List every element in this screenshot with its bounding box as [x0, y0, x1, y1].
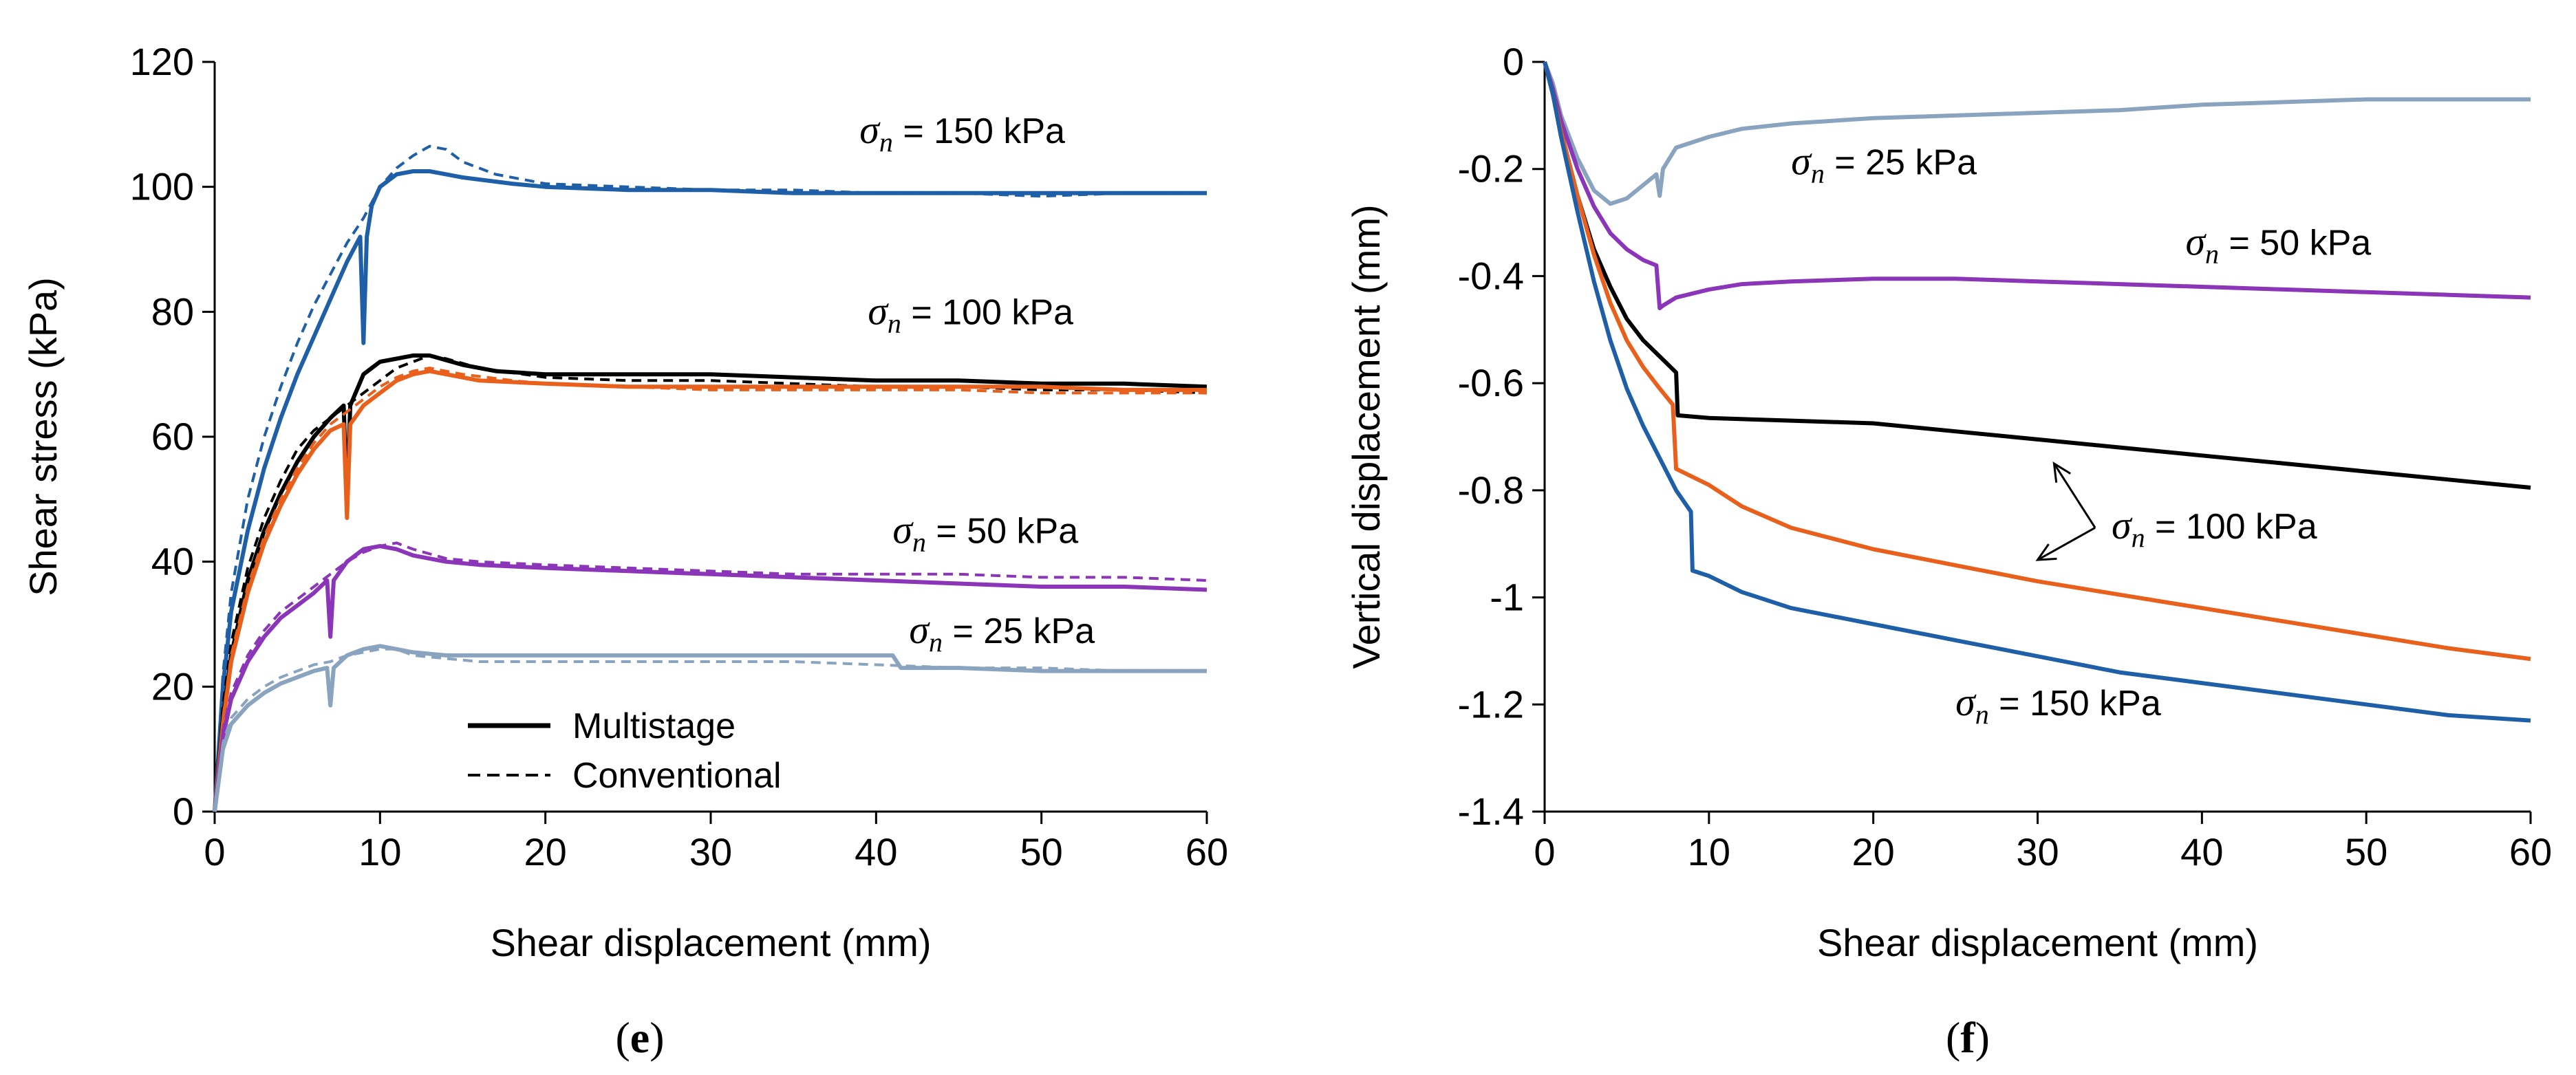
sigma-subscript: n — [879, 127, 893, 158]
sigma-symbol: σ — [859, 107, 881, 152]
y-tick-label: -0.8 — [1458, 468, 1525, 512]
sigma-symbol: σ — [892, 507, 914, 552]
sigma-symbol: σ — [1791, 139, 1812, 184]
y-tick-label: -1.4 — [1458, 790, 1525, 833]
panel-letter: e — [630, 1013, 650, 1062]
sigma-annotation: σn = 150 kPa — [1955, 680, 2161, 730]
y-tick-label: 120 — [130, 40, 194, 83]
series-line-25-kpa-multistage — [213, 644, 1207, 812]
y-tick-label: -1 — [1490, 576, 1524, 619]
sigma-value: = 50 kPa — [926, 511, 1078, 551]
y-tick-label: 60 — [151, 415, 194, 458]
x-tick-label: 60 — [1185, 830, 1228, 873]
y-tick-label: -0.4 — [1458, 254, 1525, 297]
y-tick-label: 80 — [151, 290, 194, 333]
panel-label: (f) — [1946, 1013, 1990, 1062]
panel-label: (e) — [615, 1013, 664, 1062]
series-line-100-kpa-orange — [1543, 61, 2531, 662]
x-tick-label: 20 — [524, 830, 567, 873]
sigma-value: = 25 kPa — [943, 611, 1095, 651]
panel-e-shear-stress-chart: 0 20 40 60 80 100 120 0 10 20 30 40 50 60 Shear displa… — [21, 40, 1228, 1062]
series-line-50-kpa — [1543, 61, 2531, 311]
sigma-symbol: σ — [868, 289, 889, 334]
x-tick-label: 40 — [855, 830, 897, 873]
panel-f-vertical-displacement-chart: 0-0.2-0.4-0.6-0.8-1-1.2-1.40 10 20 30 40 50 60… — [1344, 40, 2552, 1062]
sigma-value: = 150 kPa — [1989, 684, 2161, 724]
y-tick-label: 0 — [1503, 40, 1524, 83]
x-tick-label: 30 — [2016, 830, 2059, 873]
arrow-head — [2035, 543, 2057, 561]
y-tick-label: -0.2 — [1458, 147, 1525, 191]
sigma-annotation: σn = 100 kPa — [868, 289, 1073, 339]
sigma-subscript: n — [2132, 522, 2145, 553]
x-axis-title: Shear displacement (mm) — [1817, 921, 2258, 964]
sigma-symbol: σ — [2112, 503, 2133, 547]
legend-label: Conventional — [572, 756, 782, 796]
y-axis-title: Shear stress (kPa) — [21, 277, 65, 596]
sigma-annotation: σn = 100 kPa — [2112, 503, 2317, 553]
y-tick-label: 100 — [130, 165, 194, 208]
y-tick-label: 20 — [151, 664, 194, 708]
series-line-25-kpa-conventional — [213, 647, 1207, 812]
series-line-50-kpa-conventional — [213, 541, 1208, 812]
y-tick-label: 40 — [151, 540, 194, 583]
sigma-subscript: n — [2205, 238, 2219, 269]
x-tick-label: 50 — [2345, 830, 2387, 873]
y-tick-label: -1.2 — [1458, 682, 1525, 726]
sigma-annotation: σn = 50 kPa — [2185, 219, 2371, 269]
y-tick-label: 0 — [173, 790, 194, 833]
sigma-symbol: σ — [909, 607, 930, 652]
x-tick-label: 40 — [2180, 830, 2223, 873]
x-tick-label: 10 — [1688, 830, 1730, 873]
x-tick-label: 60 — [2509, 830, 2552, 873]
series-line-100-kpa-black — [1543, 61, 2531, 490]
sigma-value: = 100 kPa — [2145, 507, 2317, 547]
panel-letter: f — [1960, 1013, 1975, 1062]
x-tick-label: 30 — [689, 830, 732, 873]
sigma-annotation: σn = 25 kPa — [909, 607, 1095, 658]
x-tick-label: 0 — [204, 830, 225, 873]
x-axis-title: Shear displacement (mm) — [490, 921, 931, 964]
x-tick-label: 50 — [1020, 830, 1063, 873]
sigma-subscript: n — [929, 627, 943, 658]
sigma-annotation: σn = 25 kPa — [1791, 139, 1977, 189]
y-tick-label: -0.6 — [1458, 361, 1525, 404]
sigma-value: = 50 kPa — [2219, 223, 2371, 263]
sigma-subscript: n — [1811, 158, 1825, 189]
y-axis-title: Vertical displacement (mm) — [1344, 204, 1388, 669]
series-line-150-kpa-conventional — [213, 144, 1207, 812]
series-line-100-kpa-multistage-black — [213, 353, 1208, 812]
sigma-value: = 150 kPa — [893, 111, 1065, 151]
sigma-annotation: σn = 50 kPa — [892, 507, 1078, 557]
series-line-100-kpa-multistage-orange — [213, 369, 1207, 812]
x-tick-label: 20 — [1852, 830, 1895, 873]
annotation-arrow — [2037, 527, 2096, 561]
sigma-annotation: σn = 150 kPa — [859, 107, 1065, 158]
series-line-100-kpa-conventional-orange — [213, 367, 1207, 812]
annotation-arrow — [2053, 463, 2096, 529]
sigma-value: = 25 kPa — [1825, 143, 1977, 183]
series-line-25-kpa — [1543, 61, 2531, 206]
sigma-symbol: σ — [1955, 680, 1977, 724]
x-tick-label: 0 — [1534, 830, 1555, 873]
legend-label: Multistage — [572, 706, 736, 746]
sigma-subscript: n — [912, 526, 926, 557]
series-line-150-kpa — [1543, 61, 2531, 723]
sigma-value: = 100 kPa — [901, 293, 1073, 333]
arrow-head — [2052, 462, 2072, 483]
x-tick-label: 10 — [358, 830, 401, 873]
sigma-symbol: σ — [2185, 219, 2207, 263]
sigma-subscript: n — [1975, 699, 1989, 730]
sigma-subscript: n — [888, 308, 901, 339]
